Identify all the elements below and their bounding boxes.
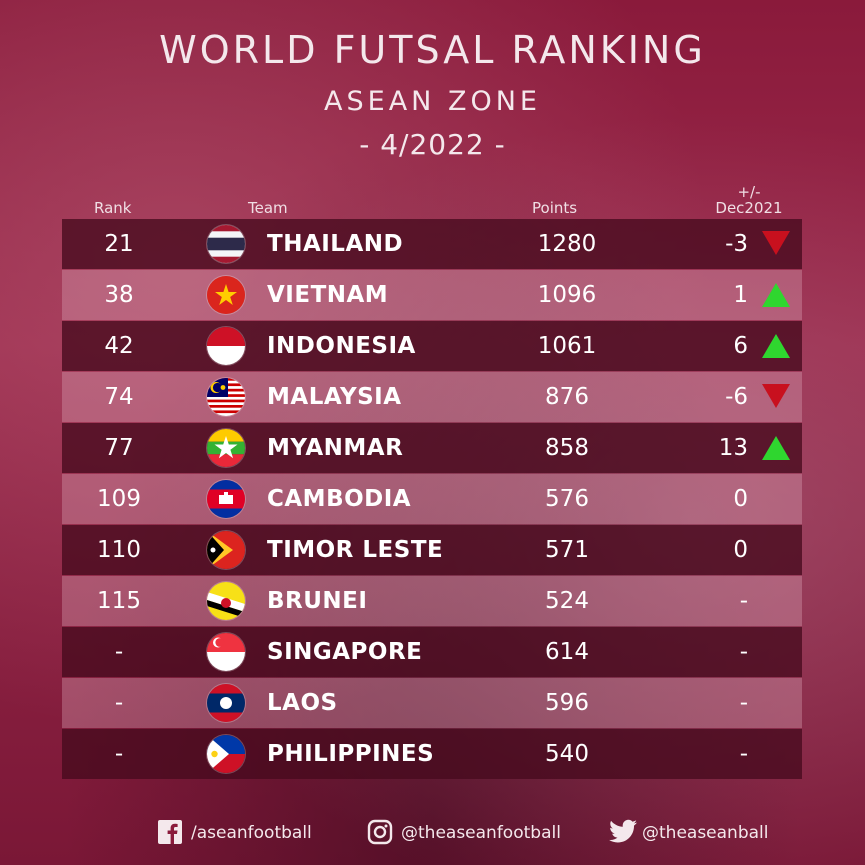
rank-cell: 77 bbox=[104, 435, 134, 461]
points-cell: 876 bbox=[545, 384, 589, 410]
column-header-change-line1: +/- bbox=[737, 183, 761, 201]
points-cell: 596 bbox=[545, 690, 589, 716]
table-row: 110 TIMOR LESTE 571 0 bbox=[62, 525, 802, 575]
column-header-team: Team bbox=[248, 199, 288, 217]
team-name: MYANMAR bbox=[267, 435, 404, 461]
change-cell: - bbox=[739, 741, 748, 767]
table-row: - PHILIPPINES 540 - bbox=[62, 729, 802, 779]
change-cell: 0 bbox=[733, 537, 748, 563]
table-row: 109 CAMBODIA 576 0 bbox=[62, 474, 802, 524]
facebook-handle: /aseanfootball bbox=[191, 823, 312, 843]
team-name: PHILIPPINES bbox=[267, 741, 435, 767]
instagram-handle: @theaseanfootball bbox=[401, 823, 561, 843]
laos-flag-icon bbox=[207, 684, 245, 722]
change-cell: -3 bbox=[725, 231, 748, 257]
rank-cell: 109 bbox=[97, 486, 141, 512]
change-cell: - bbox=[739, 588, 748, 614]
malaysia-flag-icon bbox=[207, 378, 245, 416]
table-row: 38 VIETNAM 1096 1 bbox=[62, 270, 802, 320]
up-arrow-icon bbox=[762, 436, 790, 460]
team-name: INDONESIA bbox=[267, 333, 416, 359]
up-arrow-icon bbox=[762, 334, 790, 358]
table-row: 115 BRUNEI 524 - bbox=[62, 576, 802, 626]
twitter-handle: @theaseanball bbox=[642, 823, 769, 843]
up-arrow-icon bbox=[762, 283, 790, 307]
down-arrow-icon bbox=[762, 384, 790, 408]
team-name: CAMBODIA bbox=[267, 486, 412, 512]
change-cell: -6 bbox=[725, 384, 748, 410]
table-row: 74 MALAYSIA 876 -6 bbox=[62, 372, 802, 422]
column-header-change-line2: Dec2021 bbox=[715, 199, 783, 217]
rank-cell: 110 bbox=[97, 537, 141, 563]
singapore-flag-icon bbox=[207, 633, 245, 671]
rank-cell: 38 bbox=[104, 282, 134, 308]
table-row: - SINGAPORE 614 - bbox=[62, 627, 802, 677]
team-name: TIMOR LESTE bbox=[267, 537, 444, 563]
rank-cell: 21 bbox=[104, 231, 134, 257]
team-name: MALAYSIA bbox=[267, 384, 402, 410]
column-header-points: Points bbox=[532, 199, 578, 217]
rank-cell: 115 bbox=[97, 588, 141, 614]
ranking-table: 21 THAILAND 1280 -3 38 VIETNAM 1096 1 42… bbox=[62, 219, 802, 780]
change-cell: - bbox=[739, 690, 748, 716]
cambodia-flag-icon bbox=[207, 480, 245, 518]
social-footer: /aseanfootball @theaseanfootball @thease… bbox=[0, 818, 865, 848]
points-cell: 540 bbox=[545, 741, 589, 767]
rank-cell: - bbox=[114, 741, 124, 767]
table-row: 77 MYANMAR 858 13 bbox=[62, 423, 802, 473]
table-row: 21 THAILAND 1280 -3 bbox=[62, 219, 802, 269]
team-name: LAOS bbox=[267, 690, 338, 716]
change-cell: 1 bbox=[733, 282, 748, 308]
points-cell: 576 bbox=[545, 486, 589, 512]
team-name: BRUNEI bbox=[267, 588, 368, 614]
vietnam-flag-icon bbox=[207, 276, 245, 314]
column-header-rank: Rank bbox=[94, 199, 132, 217]
points-cell: 1280 bbox=[537, 231, 597, 257]
facebook-icon bbox=[158, 820, 182, 844]
change-cell: 6 bbox=[733, 333, 748, 359]
points-cell: 614 bbox=[545, 639, 589, 665]
rank-cell: 74 bbox=[104, 384, 134, 410]
page-title: WORLD FUTSAL RANKING bbox=[159, 28, 706, 72]
twitter-icon bbox=[609, 819, 637, 843]
team-name: VIETNAM bbox=[267, 282, 389, 308]
table-row: 42 INDONESIA 1061 6 bbox=[62, 321, 802, 371]
points-cell: 1096 bbox=[537, 282, 597, 308]
down-arrow-icon bbox=[762, 231, 790, 255]
team-name: THAILAND bbox=[267, 231, 404, 257]
table-row: - LAOS 596 - bbox=[62, 678, 802, 728]
change-cell: 0 bbox=[733, 486, 748, 512]
timor-leste-flag-icon bbox=[207, 531, 245, 569]
points-cell: 1061 bbox=[537, 333, 597, 359]
change-cell: 13 bbox=[718, 435, 748, 461]
change-cell: - bbox=[739, 639, 748, 665]
points-cell: 858 bbox=[545, 435, 589, 461]
indonesia-flag-icon bbox=[207, 327, 245, 365]
myanmar-flag-icon bbox=[207, 429, 245, 467]
column-header-change: +/- Dec2021 bbox=[712, 184, 786, 216]
rank-cell: - bbox=[114, 639, 124, 665]
thailand-flag-icon bbox=[207, 225, 245, 263]
page-subtitle: ASEAN ZONE bbox=[324, 86, 541, 117]
points-cell: 524 bbox=[545, 588, 589, 614]
points-cell: 571 bbox=[545, 537, 589, 563]
brunei-flag-icon bbox=[207, 582, 245, 620]
date-label: - 4/2022 - bbox=[359, 128, 506, 161]
rank-cell: - bbox=[114, 690, 124, 716]
instagram-icon bbox=[367, 819, 393, 845]
team-name: SINGAPORE bbox=[267, 639, 423, 665]
philippines-flag-icon bbox=[207, 735, 245, 773]
rank-cell: 42 bbox=[104, 333, 134, 359]
